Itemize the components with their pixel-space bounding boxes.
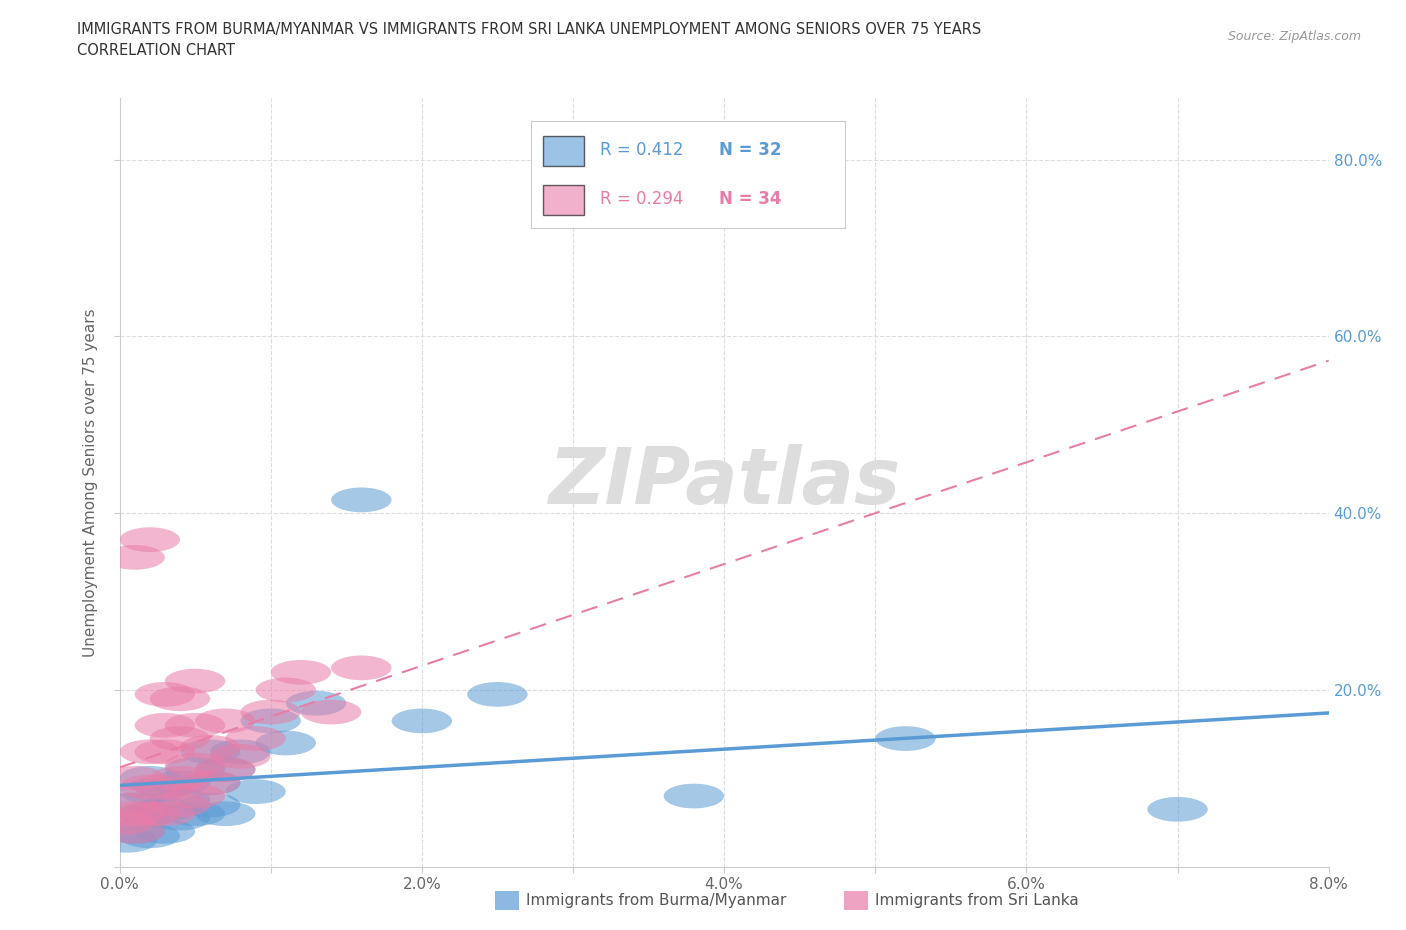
Ellipse shape: [332, 656, 391, 680]
Text: IMMIGRANTS FROM BURMA/MYANMAR VS IMMIGRANTS FROM SRI LANKA UNEMPLOYMENT AMONG SE: IMMIGRANTS FROM BURMA/MYANMAR VS IMMIGRA…: [77, 22, 981, 37]
Ellipse shape: [120, 527, 180, 552]
Ellipse shape: [256, 731, 316, 755]
Ellipse shape: [391, 709, 451, 733]
Ellipse shape: [195, 709, 256, 733]
Ellipse shape: [120, 775, 180, 800]
Ellipse shape: [211, 739, 270, 764]
Ellipse shape: [104, 792, 165, 817]
Ellipse shape: [120, 739, 180, 764]
Ellipse shape: [165, 713, 225, 737]
Ellipse shape: [97, 792, 157, 817]
Ellipse shape: [135, 775, 195, 800]
Ellipse shape: [150, 788, 211, 813]
Text: Immigrants from Sri Lanka: Immigrants from Sri Lanka: [875, 893, 1078, 908]
Ellipse shape: [225, 779, 285, 804]
Ellipse shape: [135, 713, 195, 737]
Ellipse shape: [150, 792, 211, 817]
Ellipse shape: [120, 766, 180, 790]
Ellipse shape: [150, 805, 211, 830]
Ellipse shape: [94, 810, 155, 835]
Ellipse shape: [664, 784, 724, 808]
Ellipse shape: [150, 726, 211, 751]
Ellipse shape: [135, 739, 195, 764]
Ellipse shape: [195, 757, 256, 782]
Ellipse shape: [104, 819, 165, 844]
Ellipse shape: [240, 699, 301, 724]
Text: Immigrants from Burma/Myanmar: Immigrants from Burma/Myanmar: [526, 893, 786, 908]
Ellipse shape: [150, 766, 211, 790]
Ellipse shape: [165, 752, 225, 777]
Ellipse shape: [180, 735, 240, 760]
Ellipse shape: [120, 823, 180, 848]
Ellipse shape: [195, 757, 256, 782]
Ellipse shape: [180, 770, 240, 795]
Ellipse shape: [195, 802, 256, 826]
Ellipse shape: [135, 682, 195, 707]
Y-axis label: Unemployment Among Seniors over 75 years: Unemployment Among Seniors over 75 years: [83, 308, 98, 657]
Text: ZIPatlas: ZIPatlas: [548, 445, 900, 520]
Ellipse shape: [285, 691, 346, 715]
Ellipse shape: [135, 802, 195, 826]
Ellipse shape: [180, 739, 240, 764]
Ellipse shape: [165, 802, 225, 826]
Ellipse shape: [120, 802, 180, 826]
Ellipse shape: [150, 770, 211, 795]
Ellipse shape: [120, 802, 180, 826]
Ellipse shape: [467, 682, 527, 707]
Ellipse shape: [301, 699, 361, 724]
Ellipse shape: [165, 669, 225, 694]
Ellipse shape: [120, 779, 180, 804]
Ellipse shape: [270, 660, 332, 684]
Ellipse shape: [256, 678, 316, 702]
Ellipse shape: [180, 770, 240, 795]
Ellipse shape: [180, 792, 240, 817]
Ellipse shape: [104, 766, 165, 790]
Ellipse shape: [225, 726, 285, 751]
Ellipse shape: [1147, 797, 1208, 822]
Ellipse shape: [875, 726, 936, 751]
Text: CORRELATION CHART: CORRELATION CHART: [77, 43, 235, 58]
Ellipse shape: [150, 686, 211, 711]
Ellipse shape: [165, 784, 225, 808]
Ellipse shape: [135, 797, 195, 822]
Ellipse shape: [104, 805, 165, 830]
Ellipse shape: [211, 744, 270, 768]
Text: Source: ZipAtlas.com: Source: ZipAtlas.com: [1227, 30, 1361, 43]
Ellipse shape: [104, 802, 165, 826]
Ellipse shape: [165, 757, 225, 782]
Ellipse shape: [240, 709, 301, 733]
Ellipse shape: [104, 819, 165, 844]
Ellipse shape: [104, 545, 165, 570]
Ellipse shape: [332, 487, 391, 512]
Ellipse shape: [135, 775, 195, 800]
Ellipse shape: [97, 828, 157, 853]
Ellipse shape: [135, 819, 195, 844]
